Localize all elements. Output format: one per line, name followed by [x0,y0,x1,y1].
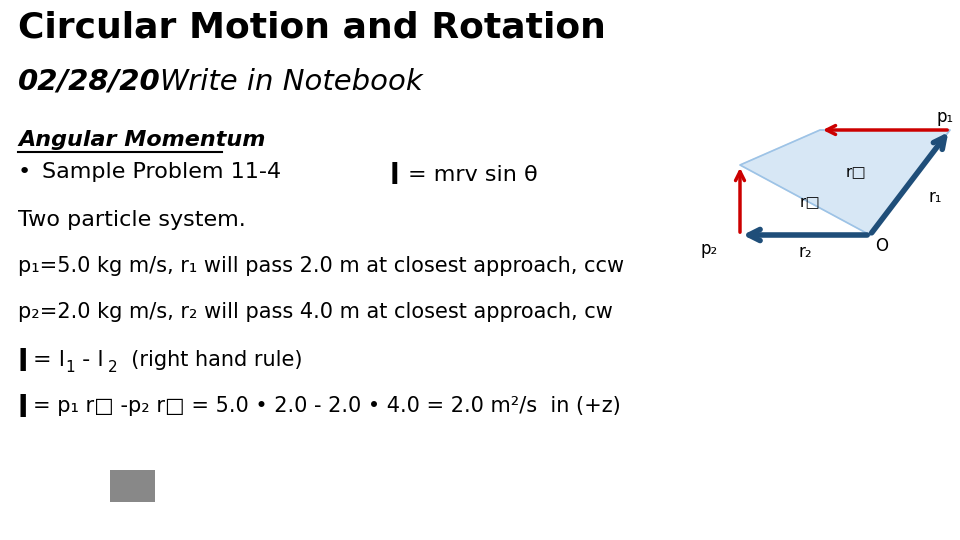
Text: r₂: r₂ [798,243,812,261]
Text: •: • [18,162,32,182]
Text: O: O [875,237,888,255]
Text: p₂=2.0 kg m/s, r₂ will pass 4.0 m at closest approach, cw: p₂=2.0 kg m/s, r₂ will pass 4.0 m at clo… [18,302,612,322]
Text: l: l [390,162,399,190]
Text: (right hand rule): (right hand rule) [118,350,302,370]
Text: r□: r□ [846,165,866,180]
Text: = l: = l [33,350,65,370]
Text: = mrv sin θ: = mrv sin θ [408,165,538,185]
Polygon shape [740,130,950,235]
Text: Write in Notebook: Write in Notebook [160,68,422,96]
Text: 02/28/20: 02/28/20 [18,68,160,96]
Text: p₁=5.0 kg m/s, r₁ will pass 2.0 m at closest approach, ccw: p₁=5.0 kg m/s, r₁ will pass 2.0 m at clo… [18,256,624,276]
Text: Sample Problem 11-4: Sample Problem 11-4 [42,162,281,182]
Text: Angular Momentum: Angular Momentum [18,130,265,150]
Text: r₁: r₁ [928,188,942,206]
Text: l: l [18,348,29,377]
Text: - l: - l [75,350,104,370]
Text: l: l [18,394,29,423]
Text: p₁: p₁ [936,108,953,126]
Text: = p₁ r□ -p₂ r□ = 5.0 • 2.0 - 2.0 • 4.0 = 2.0 m²/s  in (+z): = p₁ r□ -p₂ r□ = 5.0 • 2.0 - 2.0 • 4.0 =… [33,396,621,416]
Text: r□: r□ [800,195,821,210]
Text: 2: 2 [108,360,118,375]
Text: 1: 1 [65,360,75,375]
Text: Two particle system.: Two particle system. [18,210,246,230]
Text: p₂: p₂ [701,240,718,258]
FancyBboxPatch shape [110,470,155,502]
Text: Circular Motion and Rotation: Circular Motion and Rotation [18,10,606,44]
